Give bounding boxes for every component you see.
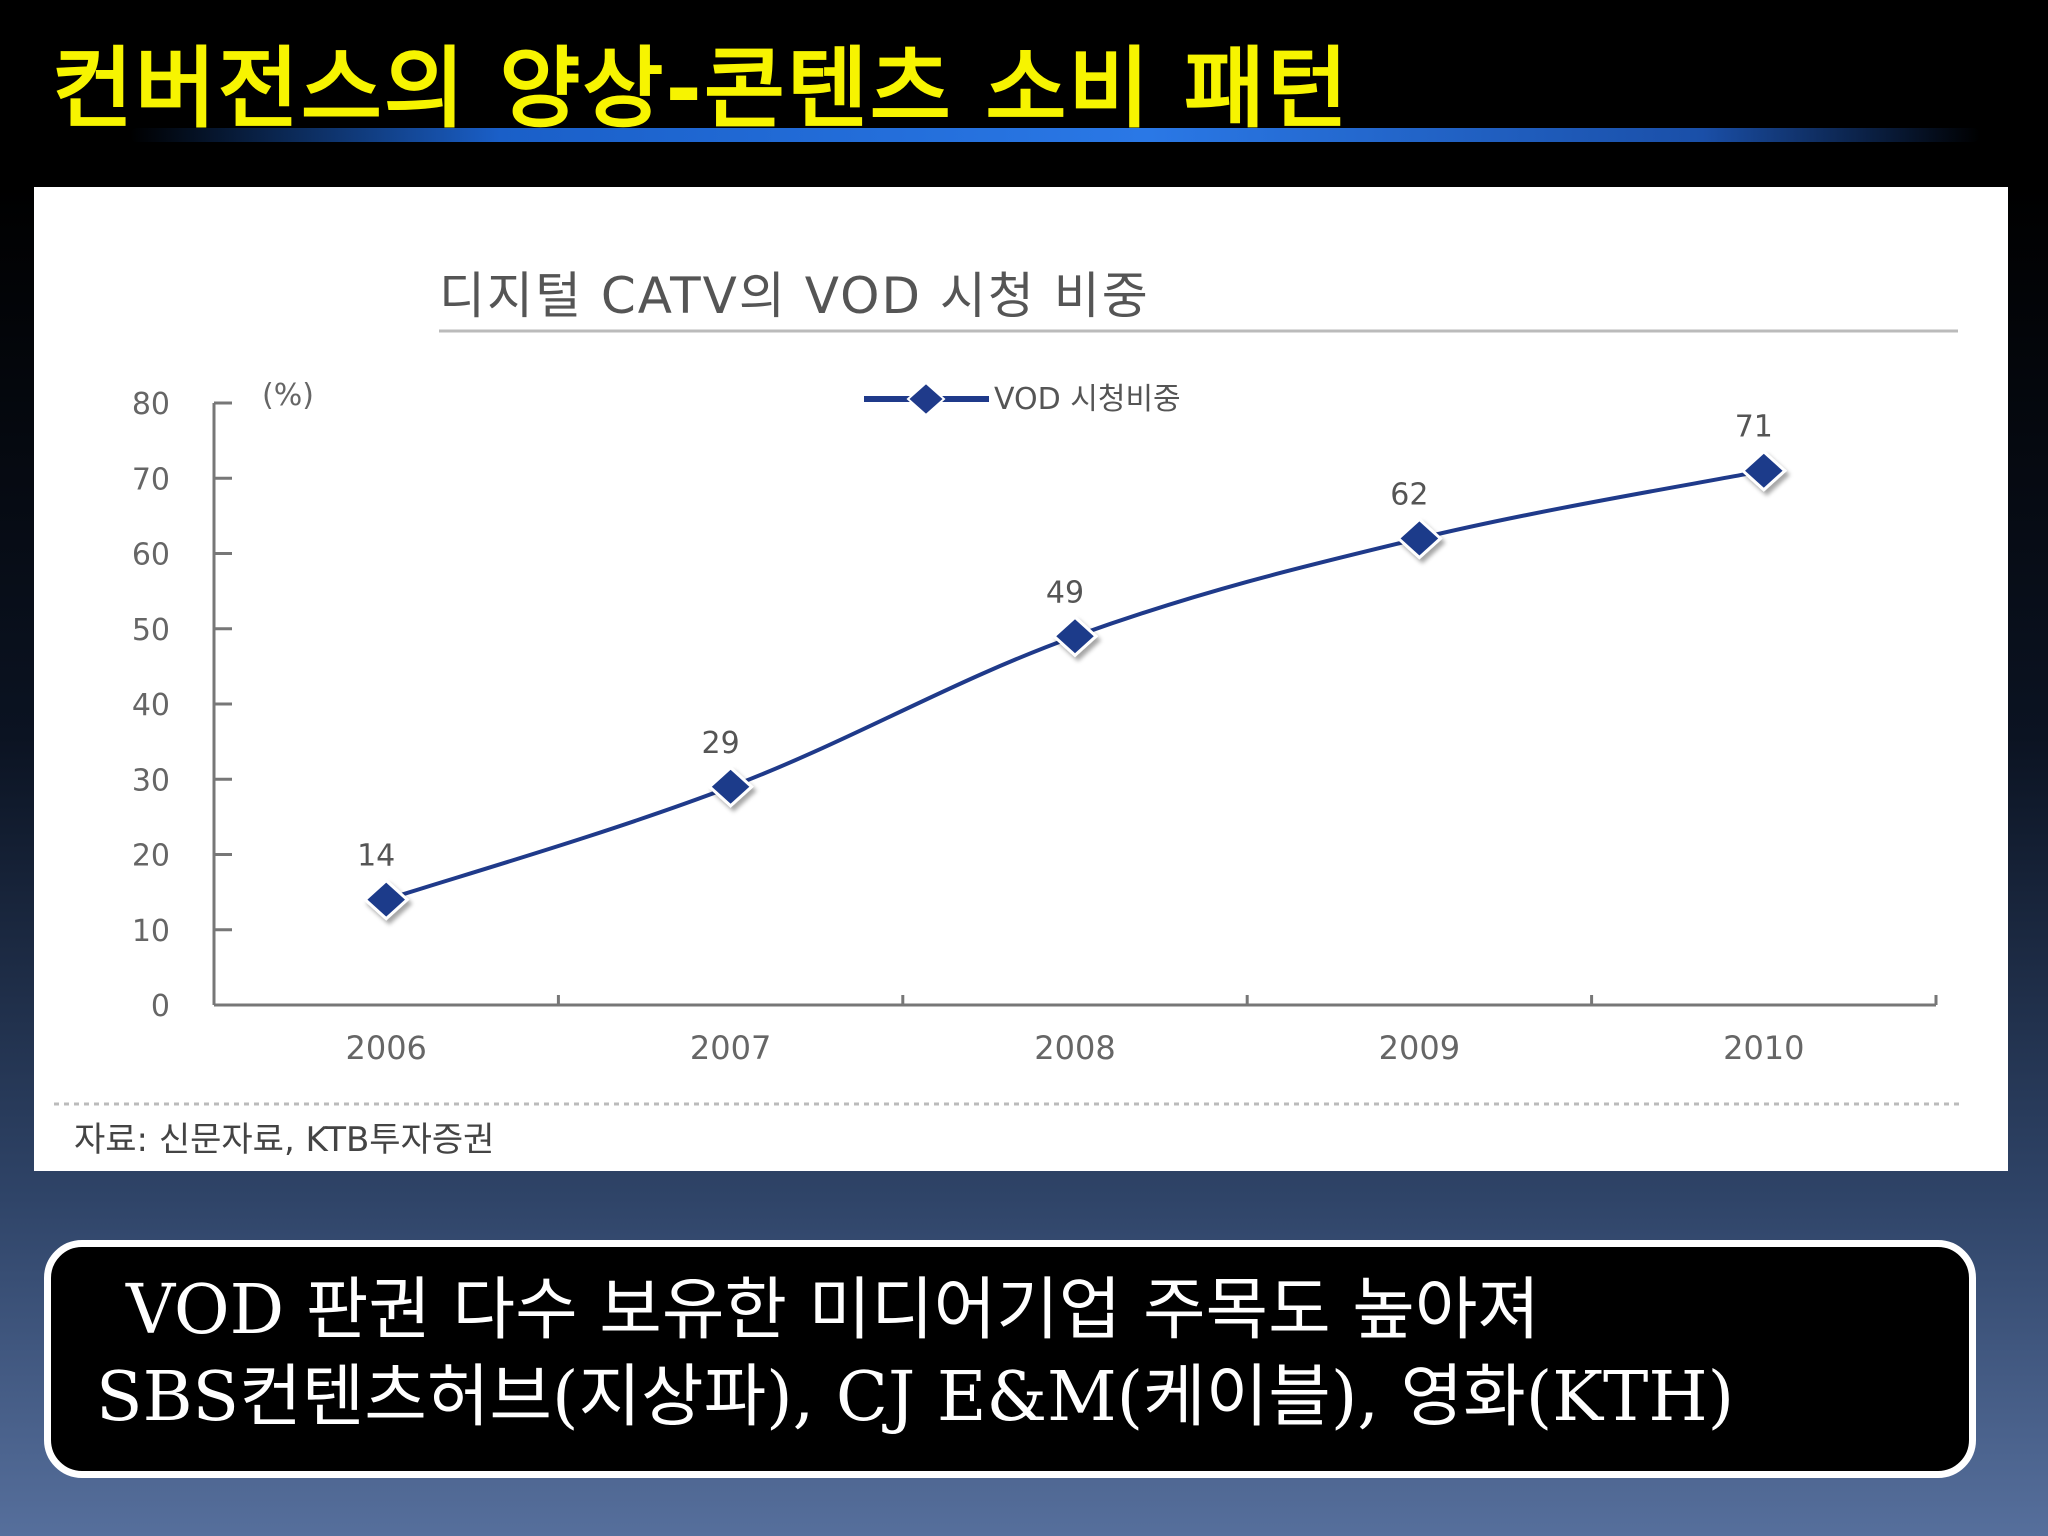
y-tick-label: 60 <box>132 538 170 573</box>
data-point-marker <box>1051 615 1099 658</box>
data-label: 62 <box>1390 477 1428 512</box>
legend-marker <box>906 381 946 417</box>
chart-panel: 디지털 CATV의 VOD 시청 비중 (%) VOD 시청비중 0 10 20 30… <box>34 187 2008 1171</box>
data-label: 49 <box>1046 575 1084 610</box>
y-tick-label: 50 <box>132 613 170 648</box>
data-label: 71 <box>1735 410 1773 445</box>
title-underline <box>130 128 1980 142</box>
y-tick-label: 80 <box>132 387 170 422</box>
chart-title: 디지털 CATV의 VOD 시청 비중 <box>439 267 1150 325</box>
y-tick-label: 20 <box>132 839 170 874</box>
legend-label: VOD 시청비중 <box>994 382 1181 417</box>
x-tick-label: 2010 <box>1723 1029 1804 1067</box>
slide-title: 컨버전스의 양상-콘텐츠 소비 패턴 <box>52 37 1350 140</box>
data-point-marker <box>362 878 410 921</box>
x-tick-label: 2008 <box>1034 1029 1115 1067</box>
data-point-marker <box>1396 517 1443 560</box>
caption-line-1: VOD 판권 다수 보유한 미디어기업 주목도 높아져 <box>126 1271 1540 1350</box>
source-note: 자료: 신문자료, KTB투자증권 <box>74 1120 494 1160</box>
caption-box: VOD 판권 다수 보유한 미디어기업 주목도 높아져 SBS컨텐츠허브(지상파… <box>44 1240 1976 1478</box>
y-tick-label: 10 <box>132 914 170 949</box>
y-tick-label: 0 <box>151 989 170 1024</box>
caption-line-2: SBS컨텐츠허브(지상파), CJ E&M(케이블), 영화(KTH) <box>96 1358 1735 1437</box>
y-tick-label: 30 <box>132 763 170 798</box>
x-tick-label: 2009 <box>1379 1029 1460 1067</box>
data-point-marker <box>707 765 754 808</box>
series-line <box>385 468 1765 902</box>
unit-label: (%) <box>262 378 314 413</box>
y-tick-label: 70 <box>132 462 170 497</box>
vod-line-chart: 디지털 CATV의 VOD 시청 비중 (%) VOD 시청비중 0 10 20 30… <box>54 267 1964 1160</box>
data-point-marker <box>1740 449 1788 492</box>
data-label: 29 <box>702 726 740 761</box>
x-tick-label: 2007 <box>690 1029 771 1067</box>
x-tick-label: 2006 <box>345 1029 426 1067</box>
data-label: 14 <box>357 839 395 874</box>
y-tick-label: 40 <box>132 688 170 723</box>
